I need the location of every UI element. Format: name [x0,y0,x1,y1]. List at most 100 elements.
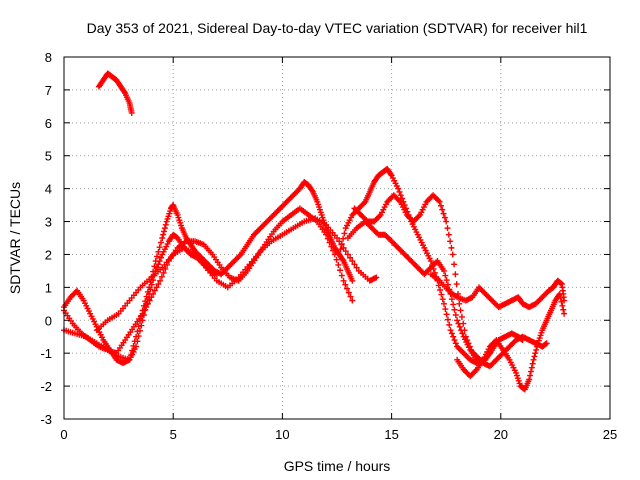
axis-ticks: 0 5 10 15 20 25 -3 -2 -1 0 1 2 3 4 5 6 7 8 [40,50,617,442]
data-point [128,109,135,116]
x-tick-label: 15 [384,427,398,442]
data-point [443,218,450,225]
data-point [443,277,450,284]
data-point [129,347,136,354]
data-point [349,277,356,284]
y-axis-label: SDTVAR / TECUs [7,182,23,294]
data-point [162,221,169,228]
data-point [451,261,458,268]
data-point [447,327,454,334]
data-point [397,192,404,199]
y-tick-label: -3 [40,412,52,427]
data-point [155,281,162,288]
data-point [161,225,168,232]
data-point [150,290,157,297]
data-point [534,343,541,350]
data-point [529,360,536,367]
data-point [338,240,345,247]
data-point [444,316,451,323]
data-point [452,340,459,347]
data-point [558,298,565,305]
x-axis-label: GPS time / hours [284,458,391,474]
y-tick-label: -1 [40,346,52,361]
data-point [527,368,534,375]
data-point [334,235,340,241]
series-arc-1 [95,70,135,116]
data-point [427,258,434,265]
data-point [344,285,351,292]
data-point [443,311,450,318]
data-point [448,244,455,251]
data-point [158,273,165,280]
data-point [157,277,164,284]
data-point [442,272,449,279]
data-point [449,251,456,258]
plot-frame [63,56,611,420]
x-tick-label: 5 [170,427,177,442]
data-point [444,225,451,232]
data-point [459,330,466,337]
data-point [455,320,462,327]
data-point [395,185,402,192]
x-tick-label: 25 [603,427,617,442]
series-arc-4 [61,205,356,357]
data-point [445,231,452,238]
data-point [333,256,340,263]
data-point [157,239,164,246]
data-point [342,248,349,255]
data-point [560,306,567,313]
data-point [353,264,360,271]
data-point [143,304,150,311]
data-point [451,306,458,313]
data-point [441,300,448,307]
x-tick-label: 20 [494,427,508,442]
data-point [453,281,460,288]
y-tick-label: 0 [45,313,52,328]
data-point [134,328,141,335]
data-point [324,235,331,242]
data-point [328,243,335,250]
data-point [160,269,167,276]
y-tick-label: 2 [45,247,52,262]
data-point [526,376,533,383]
data-point [337,246,344,253]
series-arc-6 [336,165,493,367]
data-point [146,297,153,304]
data-point [156,244,163,251]
data-point [532,350,539,357]
data-point [347,254,354,261]
data-point [373,274,380,281]
data-point [152,258,159,265]
y-tick-label: 7 [45,83,52,98]
data-point [396,188,403,195]
data-point [162,265,169,272]
data-point [144,300,151,307]
data-point [139,310,146,317]
data-point [342,281,349,288]
data-point [439,296,446,303]
data-point [155,261,162,268]
data-point [528,364,535,371]
data-point [458,327,465,334]
data-point [154,253,161,260]
y-tick-label: 5 [45,149,52,164]
data-point [337,267,344,274]
data-point [531,353,538,360]
y-tick-label: 3 [45,215,52,230]
data-point [452,312,459,319]
data-point [452,271,459,278]
data-point [557,294,564,301]
y-tick-label: 6 [45,116,52,131]
data-point [456,323,463,330]
chart-title: Day 353 of 2021, Sidereal Day-to-day VTE… [87,20,588,36]
data-point [130,342,137,349]
x-tick-label: 10 [275,427,289,442]
data-point [533,346,540,353]
data-point [437,202,444,209]
y-tick-label: 4 [45,182,52,197]
data-point [450,301,457,308]
data-point [336,251,343,258]
data-point [141,307,148,314]
data-point [151,263,158,270]
